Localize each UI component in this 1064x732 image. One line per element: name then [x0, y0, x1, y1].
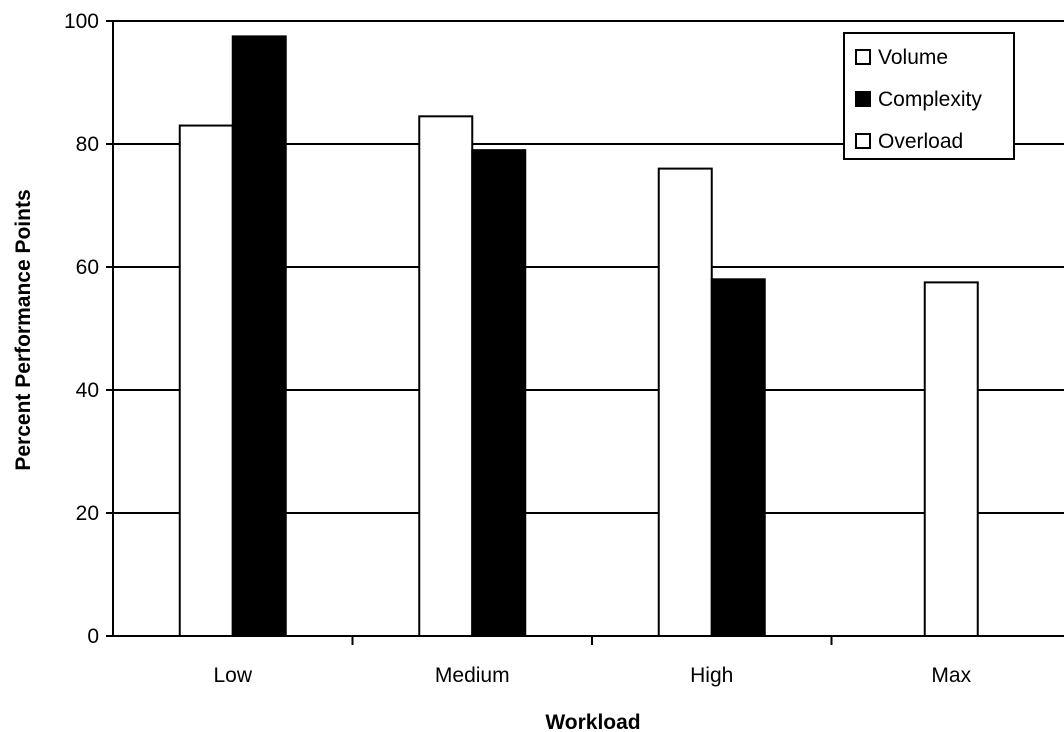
x-tick-label: Max [931, 664, 971, 687]
bar-complexity-high [710, 278, 766, 637]
legend-box [843, 32, 1015, 160]
y-tick-label: 60 [76, 256, 99, 279]
y-tick-label: 100 [64, 10, 99, 33]
x-tick-label: Low [213, 664, 252, 687]
y-tick-label: 40 [76, 379, 99, 402]
y-axis-title: Percent Performance Points [12, 189, 35, 470]
legend-label: Overload [878, 130, 963, 153]
x-ticks: Low Medium High Max [213, 636, 972, 687]
bar-volume-high [657, 167, 713, 637]
y-tick-label: 0 [87, 625, 99, 648]
legend-swatch [855, 49, 871, 65]
legend-swatch [855, 91, 871, 107]
legend: Volume Complexity Overload [843, 32, 1015, 160]
legend-label: Complexity [878, 88, 982, 111]
bar-complexity-low [231, 35, 287, 637]
bar-overload-max [923, 281, 979, 637]
y-tick-label: 80 [76, 133, 99, 156]
legend-swatch [855, 133, 871, 149]
y-tick-label: 20 [76, 502, 99, 525]
axes [112, 21, 1064, 637]
bar-volume-medium [418, 115, 474, 637]
legend-label: Volume [878, 46, 948, 69]
x-tick-label: High [690, 664, 733, 687]
bar-volume-low [178, 124, 234, 638]
y-ticks: 0 20 40 60 80 100 [64, 10, 113, 648]
x-tick-label: Medium [435, 664, 510, 687]
bars [178, 35, 979, 638]
bar-complexity-medium [471, 149, 527, 637]
x-axis-title: Workload [545, 711, 640, 732]
